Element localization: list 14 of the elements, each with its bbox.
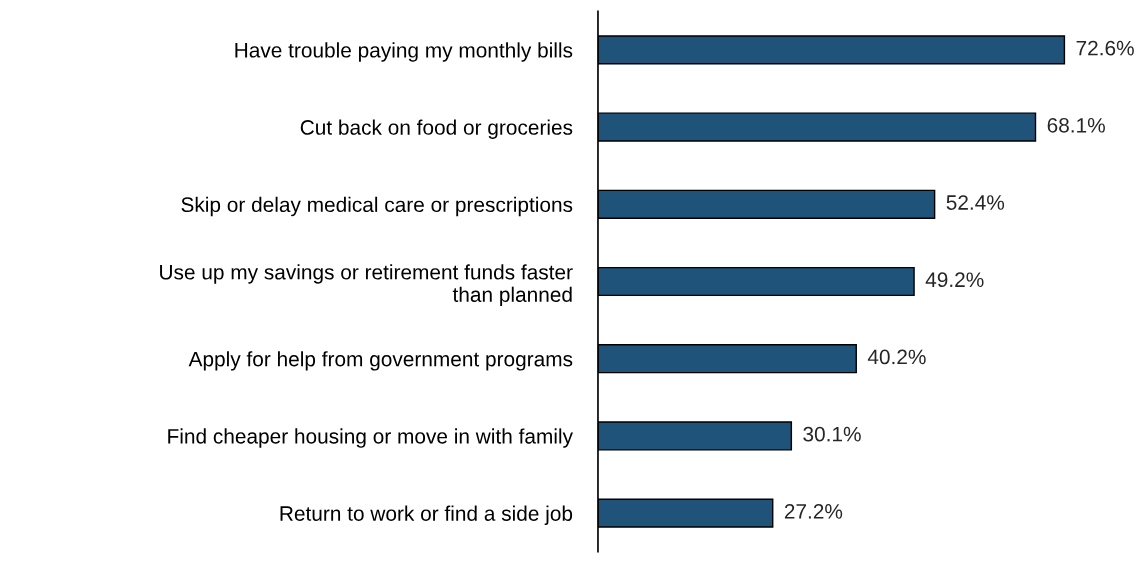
data-label: 52.4% [946,195,1005,210]
y-tick-label: Use up my savings or retirement funds faster than planned [160,264,573,307]
data-label: 40.2% [867,349,926,365]
data-label: 49.2% [925,272,984,288]
data-label: 30.1% [803,426,861,442]
data-label: 27.2% [784,503,843,519]
data-label: 72.6% [1076,40,1134,56]
y-tick-label: Apply for help from government programs [188,351,573,371]
data-label: 68.1% [1047,117,1105,133]
y-tick-label: Find cheaper housing or move in with family [168,428,573,448]
y-tick-label: Have trouble paying my monthly bills [235,42,573,62]
y-tick-label: Skip or delay medical care or prescriptions [181,196,573,217]
y-tick-label: Cut back on food or groceries [300,119,573,139]
y-tick-label: Return to work or find a side job [280,505,573,526]
